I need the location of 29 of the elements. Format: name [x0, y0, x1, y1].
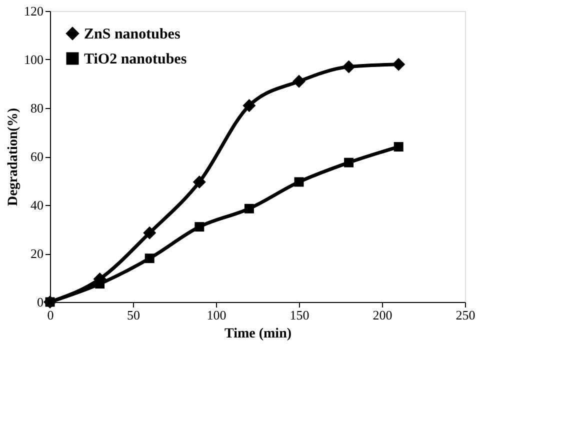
- x-axis-title: Time (min): [224, 326, 292, 342]
- x-tick-label: 0: [47, 308, 54, 322]
- y-tick-label: 80: [30, 100, 44, 116]
- legend-label: ZnS nanotubes: [84, 26, 180, 42]
- point: [244, 204, 254, 214]
- y-tick-label: 100: [24, 52, 44, 67]
- y-tick-label: 60: [30, 149, 44, 164]
- point: [194, 222, 204, 232]
- point: [242, 99, 256, 112]
- point: [344, 158, 354, 168]
- x-tick-label: 200: [372, 308, 392, 322]
- x-tick-label: 100: [206, 308, 226, 322]
- point: [144, 254, 154, 264]
- y-tick-label: 40: [30, 198, 44, 212]
- point: [292, 74, 306, 88]
- point: [143, 226, 156, 240]
- y-tick-label: 20: [30, 246, 44, 261]
- x-tick-label: 150: [290, 308, 310, 322]
- point: [342, 60, 356, 74]
- y-tick-label: 0: [37, 294, 44, 310]
- legend-label: TiO2 nanotubes: [84, 52, 187, 68]
- x-tick-label: 250: [456, 308, 476, 322]
- point: [392, 58, 406, 71]
- y-tick-label: 120: [24, 4, 44, 18]
- point: [394, 142, 404, 152]
- point: [294, 177, 304, 187]
- x-tick-label: 50: [127, 308, 140, 322]
- y-axis-title: Degradation(%): [6, 108, 21, 206]
- point: [192, 175, 206, 188]
